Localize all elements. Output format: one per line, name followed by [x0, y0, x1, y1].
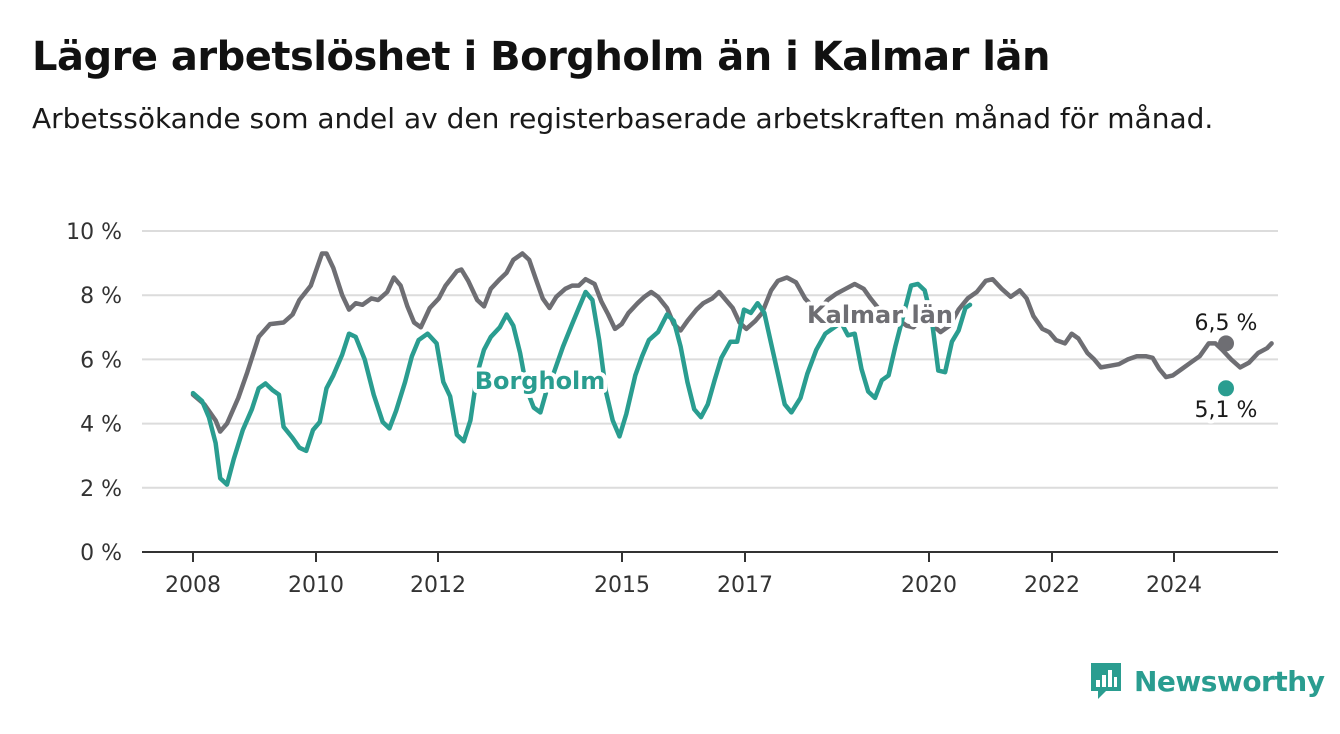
y-axis: 0 % 2 % 4 % 6 % 8 % 10 %: [66, 220, 122, 566]
brand-name: Newsworthy: [1134, 664, 1325, 698]
end-value-borgholm-halo: 5,1 %: [1195, 398, 1258, 423]
x-tick-label: 2024: [1146, 573, 1202, 598]
bar-chart-logo-icon: [1091, 663, 1121, 699]
end-value-kalmar-lan-halo: 6,5 %: [1195, 311, 1258, 336]
end-point-borgholm: [1218, 380, 1234, 397]
y-tick-label: 6 %: [80, 348, 122, 373]
x-tick-label: 2015: [594, 573, 650, 598]
y-tick-label: 4 %: [80, 413, 122, 438]
x-tick-label: 2012: [410, 573, 466, 598]
x-tick-label: 2022: [1024, 573, 1080, 598]
x-tick-label: 2017: [717, 573, 773, 598]
y-tick-label: 10 %: [66, 220, 122, 245]
page-subtitle: Arbetssökande som andel av den registerb…: [32, 102, 1214, 135]
x-tick-label: 2020: [901, 573, 957, 598]
y-tick-label: 2 %: [80, 477, 122, 502]
x-tick-label: 2010: [288, 573, 344, 598]
end-value-borgholm: 5,1 %: [1195, 398, 1258, 423]
x-tick-label: 2008: [165, 573, 221, 598]
series-label-kalmar-lan-halo: Kalmar län: [807, 301, 953, 329]
page-title: Lägre arbetslöshet i Borgholm än i Kalma…: [32, 34, 1050, 80]
series-line-borgholm: [190, 281, 973, 487]
series-line-kalmar-l-n: [190, 251, 1274, 434]
y-tick-label: 8 %: [80, 284, 122, 309]
end-point-kalmar-lan: [1218, 335, 1234, 352]
y-tick-label: 0 %: [80, 541, 122, 566]
series-label-borgholm: Borgholm: [475, 367, 606, 395]
series-label-kalmar-lan: Kalmar län: [807, 301, 953, 329]
brand-logo: Newsworthy: [1088, 660, 1325, 702]
series-layer: [190, 251, 1274, 487]
end-value-kalmar-lan: 6,5 %: [1195, 311, 1258, 336]
x-axis: 2008 2010 2012 2015 2017 2020 2022 2024: [165, 552, 1202, 598]
grid-layer: [142, 230, 1278, 553]
series-label-borgholm-halo: Borgholm: [475, 367, 606, 395]
